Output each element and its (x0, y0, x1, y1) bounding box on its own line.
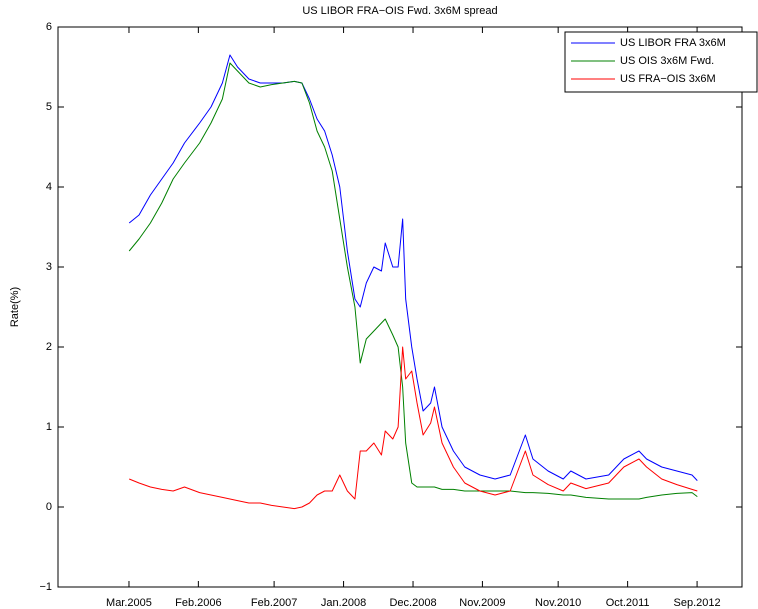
x-tick-label: Feb.2006 (175, 597, 221, 609)
x-tick-label: Nov.2009 (459, 597, 505, 609)
y-tick-label: 2 (46, 341, 52, 353)
y-tick-label: 3 (46, 261, 52, 273)
x-tick-label: Oct.2011 (606, 597, 650, 609)
y-tick-label: 0 (46, 501, 52, 513)
x-tick-label: Sep.2012 (674, 597, 721, 609)
series-line (128, 54, 698, 481)
y-tick-label: 1 (46, 421, 52, 433)
x-tick-label: Nov.2010 (535, 597, 581, 609)
y-axis-label: Rate(%) (9, 287, 21, 327)
y-tick-label: 4 (46, 181, 52, 193)
x-tick-label: Feb.2007 (251, 597, 297, 609)
legend-label: US LIBOR FRA 3x6M (620, 37, 726, 49)
legend-label: US OIS 3x6M Fwd. (620, 55, 714, 67)
legend-label: US FRA−OIS 3x6M (620, 73, 716, 85)
x-tick-label: Mar.2005 (106, 597, 152, 609)
plot-frame (57, 26, 743, 588)
legend-box (564, 31, 758, 93)
chart-title: US LIBOR FRA−OIS Fwd. 3x6M spread (302, 5, 497, 17)
series-line (128, 62, 698, 500)
x-tick-label: Jan.2008 (321, 597, 366, 609)
y-tick-label: −1 (39, 581, 52, 593)
x-tick-label: Dec.2008 (389, 597, 436, 609)
series-line (129, 346, 698, 510)
y-tick-label: 5 (46, 101, 52, 113)
y-tick-label: 6 (46, 21, 52, 33)
